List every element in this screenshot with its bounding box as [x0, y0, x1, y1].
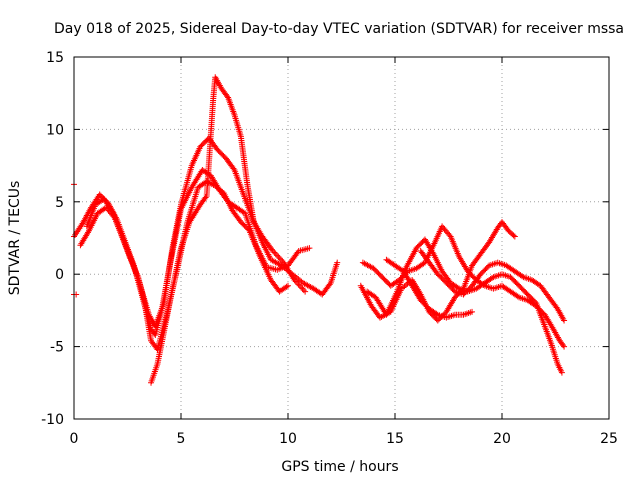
series-track-h	[383, 256, 476, 321]
series-marker-path	[359, 223, 568, 350]
series-marker-path	[71, 181, 80, 298]
series-track-d	[148, 74, 309, 386]
x-tick-label: 10	[279, 431, 297, 447]
x-axis-label: GPS time / hours	[281, 459, 398, 475]
series-track-c	[83, 178, 291, 353]
plot-frame	[73, 56, 610, 420]
y-tick-label: -5	[50, 340, 64, 356]
x-tick-label: 0	[70, 431, 79, 447]
x-tick-label: 20	[493, 431, 511, 447]
x-tick-label: 5	[177, 431, 186, 447]
series-marker-path	[383, 256, 476, 321]
x-axis: 0 5 10 15 20 25	[70, 57, 618, 447]
y-tick-label: 15	[46, 50, 64, 66]
series-track-e	[359, 223, 568, 350]
series-marker-path	[83, 178, 291, 353]
chart-title: Day 018 of 2025, Sidereal Day-to-day VTE…	[54, 21, 624, 37]
series-track-i	[417, 248, 568, 324]
y-tick-label: 10	[46, 122, 64, 138]
series-outliers	[71, 181, 80, 298]
x-tick-label: 25	[600, 431, 618, 447]
x-tick-label: 15	[386, 431, 404, 447]
data-marks	[71, 74, 568, 386]
series-marker-path	[148, 74, 309, 386]
y-tick-label: -10	[41, 412, 64, 428]
y-tick-label: 5	[55, 195, 64, 211]
series-marker-path	[417, 248, 568, 324]
grid	[74, 57, 609, 419]
y-axis: -10 -5 0 5 10 15	[41, 50, 609, 428]
y-axis-label: SDTVAR / TECUs	[7, 181, 23, 296]
y-tick-label: 0	[55, 267, 64, 283]
